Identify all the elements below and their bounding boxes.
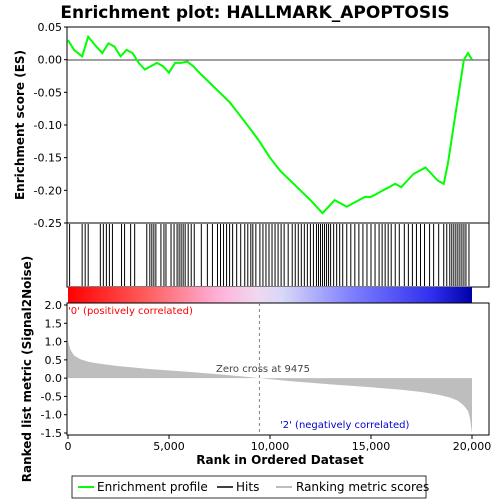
legend-profile-label: Enrichment profile bbox=[97, 480, 208, 494]
metric-y-ticks: 2.0 1.5 1.0 0.5 0.0 -0.5 -1.0 -1.5 bbox=[41, 299, 67, 440]
x-tick-label: 10,000 bbox=[251, 440, 290, 453]
x-axis-ticks: 0 5,000 10,000 15,000 20,000 bbox=[65, 435, 492, 453]
metric-y-tick-label: 1.0 bbox=[45, 336, 63, 349]
metric-y-tick-label: -0.5 bbox=[41, 390, 62, 403]
x-tick-label: 0 bbox=[65, 440, 72, 453]
x-tick-label: 20,000 bbox=[453, 440, 492, 453]
hits-marks bbox=[69, 224, 470, 286]
es-y-tick-label: -0.05 bbox=[34, 86, 62, 99]
ranking-color-bar bbox=[68, 287, 472, 303]
legend-hits-label: Hits bbox=[236, 480, 259, 494]
metric-y-tick-label: -1.5 bbox=[41, 427, 62, 440]
es-y-tick-label: -0.25 bbox=[34, 217, 62, 230]
es-panel-frame bbox=[66, 26, 490, 224]
negative-correlation-label: '2' (negatively correlated) bbox=[280, 420, 409, 431]
enrichment-profile-line bbox=[67, 34, 473, 215]
x-axis-label: Rank in Ordered Dataset bbox=[196, 453, 364, 467]
es-y-tick-label: -0.15 bbox=[34, 152, 62, 165]
chart-title: Enrichment plot: HALLMARK_APOPTOSIS bbox=[60, 3, 449, 23]
metric-y-tick-label: 0.0 bbox=[45, 372, 63, 385]
zero-cross-label: Zero cross at 9475 bbox=[216, 364, 310, 375]
metric-y-tick-label: 0.5 bbox=[45, 354, 63, 367]
metric-y-tick-label: 2.0 bbox=[45, 299, 63, 312]
x-tick-label: 5,000 bbox=[153, 440, 185, 453]
legend-metric-label: Ranking metric scores bbox=[296, 480, 429, 494]
es-y-tick-label: 0.05 bbox=[38, 21, 63, 34]
metric-y-axis-label: Ranked list metric (Signal2Noise) bbox=[20, 256, 34, 483]
metric-y-tick-label: 1.5 bbox=[45, 317, 63, 330]
es-y-tick-label: -0.10 bbox=[34, 119, 62, 132]
x-tick-label: 15,000 bbox=[352, 440, 391, 453]
es-y-tick-label: 0.00 bbox=[38, 54, 63, 67]
es-y-axis-label: Enrichment score (ES) bbox=[13, 50, 27, 200]
ranking-metric-area bbox=[68, 339, 472, 433]
es-y-ticks: 0.05 0.00 -0.05 -0.10 -0.15 -0.20 -0.25 bbox=[34, 21, 67, 230]
metric-y-tick-label: -1.0 bbox=[41, 409, 62, 422]
es-y-tick-label: -0.20 bbox=[34, 184, 62, 197]
positive-correlation-label: '0' (positively correlated) bbox=[68, 306, 193, 317]
legend-box bbox=[71, 475, 427, 499]
